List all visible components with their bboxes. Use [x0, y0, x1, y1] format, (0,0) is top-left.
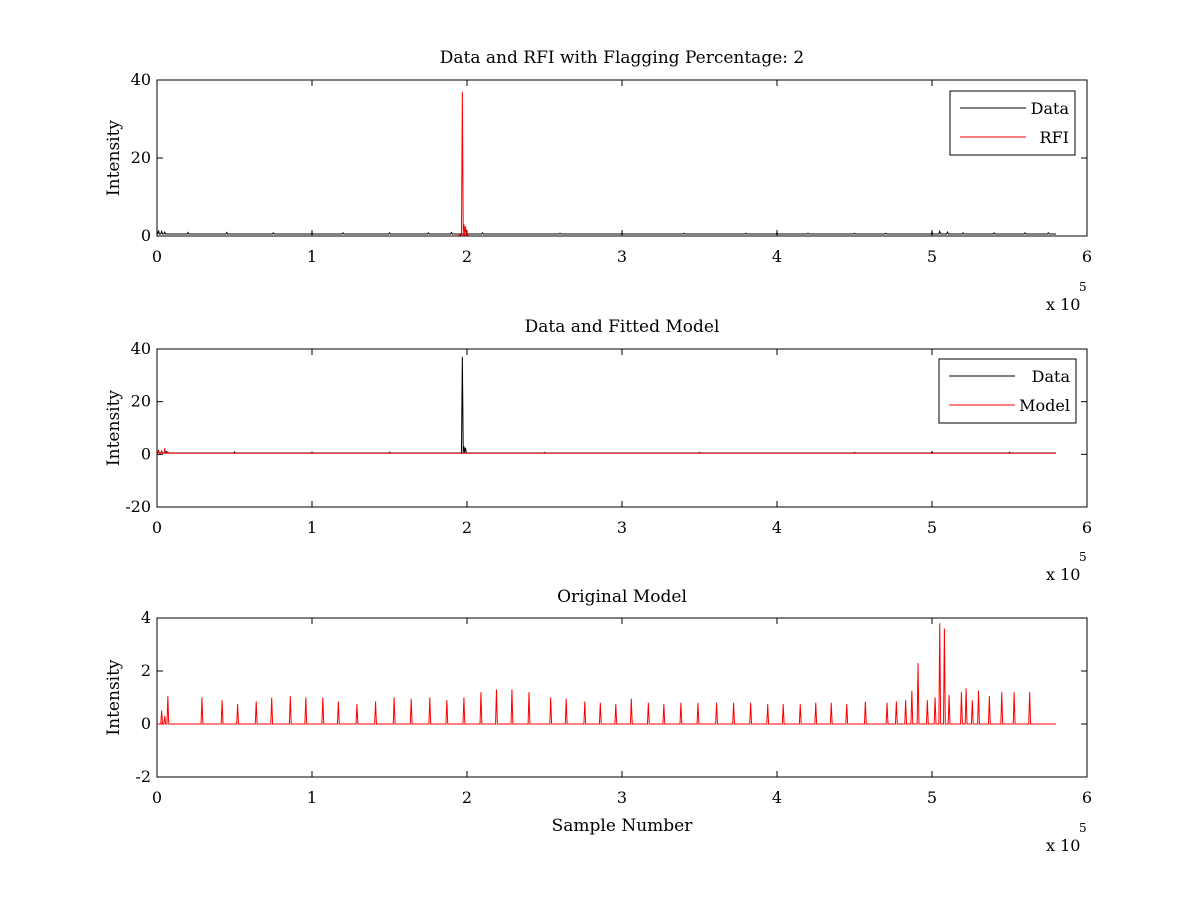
legend-label: Data [1032, 367, 1071, 386]
x-tick-label: 0 [152, 788, 162, 807]
subplot-1: Data and RFI with Flagging Percentage: 2… [104, 48, 1092, 314]
series-line-model [157, 623, 1056, 725]
series-line-rfi [456, 91, 471, 236]
chart-title: Data and RFI with Flagging Percentage: 2 [440, 48, 804, 68]
legend-label: RFI [1040, 128, 1069, 147]
x-tick-label: 6 [1082, 247, 1092, 266]
x-multiplier-exponent: 5 [1079, 821, 1087, 835]
x-tick-label: 4 [772, 518, 782, 537]
x-multiplier: x 10 [1046, 295, 1080, 314]
legend: Data Model [938, 358, 1077, 424]
x-tick-label: 5 [927, 788, 937, 807]
x-multiplier-exponent: 5 [1079, 280, 1087, 294]
legend-box [949, 90, 1076, 156]
x-axis-label: Sample Number [552, 816, 694, 836]
plot-area [157, 91, 1056, 236]
y-tick-label: 2 [141, 661, 151, 680]
x-tick-label: 1 [307, 788, 317, 807]
x-tick-label: 2 [462, 247, 472, 266]
x-tick-label: 1 [307, 247, 317, 266]
y-tick-label: 20 [131, 392, 151, 411]
legend-box [938, 358, 1077, 424]
series-line-data [157, 229, 1056, 235]
series-line-model [157, 448, 1056, 454]
plot-area [157, 623, 1056, 725]
axes-box [156, 617, 1088, 778]
y-tick-label: 20 [131, 148, 151, 167]
x-tick-label: 4 [772, 247, 782, 266]
x-multiplier: x 10 [1046, 565, 1080, 584]
series-line-data [157, 356, 1056, 454]
chart-title: Data and Fitted Model [525, 317, 720, 337]
x-multiplier: x 10 [1046, 836, 1080, 855]
y-tick-label: 0 [141, 226, 151, 245]
y-tick-label: 0 [141, 714, 151, 733]
x-tick-label: 5 [927, 247, 937, 266]
y-tick-label: 0 [141, 444, 151, 463]
y-axis-label: Intensity [104, 390, 124, 466]
legend-label: Model [1019, 396, 1070, 415]
legend-label: Data [1031, 99, 1070, 118]
x-tick-label: 6 [1082, 788, 1092, 807]
x-tick-label: 3 [617, 247, 627, 266]
y-tick-label: 40 [131, 70, 151, 89]
y-tick-label: -20 [125, 497, 151, 516]
x-tick-label: 2 [462, 788, 472, 807]
x-tick-label: 4 [772, 788, 782, 807]
x-multiplier-exponent: 5 [1079, 550, 1087, 564]
y-axis-label: Intensity [104, 659, 124, 735]
y-tick-label: -2 [135, 767, 151, 786]
plot-area [157, 356, 1056, 454]
x-tick-label: 0 [152, 518, 162, 537]
chart-title: Original Model [557, 587, 687, 607]
x-tick-label: 5 [927, 518, 937, 537]
y-axis-label: Intensity [104, 120, 124, 196]
x-tick-label: 3 [617, 518, 627, 537]
x-tick-label: 3 [617, 788, 627, 807]
y-tick-label: 40 [131, 339, 151, 358]
x-tick-label: 0 [152, 247, 162, 266]
legend: Data RFI [949, 90, 1076, 156]
axes-box [156, 79, 1088, 237]
x-tick-label: 6 [1082, 518, 1092, 537]
x-tick-label: 2 [462, 518, 472, 537]
x-tick-label: 1 [307, 518, 317, 537]
y-tick-label: 4 [141, 608, 151, 627]
